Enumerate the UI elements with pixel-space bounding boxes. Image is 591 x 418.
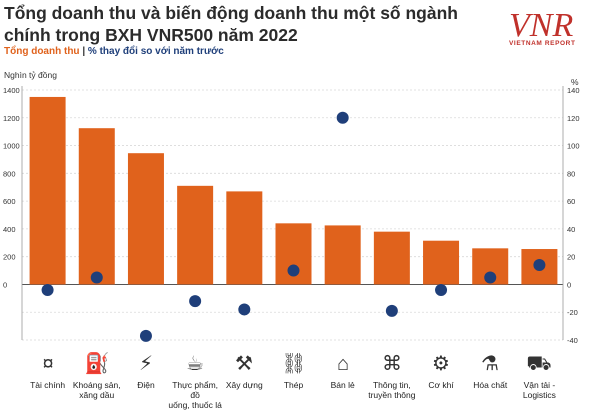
change-point-8 — [385, 304, 398, 317]
food-drink-icon: ☕ — [186, 353, 204, 375]
y-tick-label: 0 — [3, 280, 7, 289]
truck-icon: ⛟ — [527, 353, 552, 375]
bar-8 — [373, 231, 410, 285]
category-label: Logistics — [522, 390, 556, 400]
category-11: ⛟ Vận tải - Logistics — [511, 348, 567, 400]
oil-rig-icon: ⛽ — [84, 351, 109, 375]
change-point-10 — [484, 271, 497, 284]
bar-4 — [177, 185, 214, 285]
vnr-logo-icon: VNR — [509, 7, 573, 44]
category-label: Hóa chất — [473, 380, 508, 390]
y-tick-label: 1400 — [3, 86, 20, 95]
chart-subtitle: Tổng doanh thu | % thay đổi so với năm t… — [4, 46, 224, 57]
category-label: truyền thông — [368, 390, 416, 400]
change-point-9 — [435, 284, 448, 296]
y2-tick-label: -20 — [567, 308, 578, 317]
subtitle-separator: | — [82, 46, 86, 57]
category-9: ⚙ Cơ khí — [413, 348, 469, 390]
subtitle-revenue: Tổng doanh thu — [4, 46, 80, 57]
category-label: Thông tin, — [372, 380, 411, 390]
y2-tick-label: 0 — [567, 280, 571, 289]
y2-tick-label: 40 — [567, 225, 575, 234]
bar-9 — [423, 240, 460, 285]
category-label: Vận tải - — [523, 380, 556, 390]
y-tick-label: 200 — [3, 253, 16, 262]
subtitle-change: % thay đổi so với năm trước — [87, 46, 224, 57]
y2-axis-label: % — [571, 77, 579, 87]
svg-text:⚙: ⚙ — [432, 353, 450, 375]
steel-beam-icon: ⛓ — [281, 353, 306, 375]
gear-icon: ⚙ — [432, 353, 450, 375]
category-label: Thực phẩm, đồ — [172, 380, 219, 400]
y-tick-label: 600 — [3, 197, 16, 206]
category-7: ⌂ Bán lẻ — [315, 348, 371, 390]
y2-tick-label: -40 — [567, 336, 578, 345]
chart-title: Tổng doanh thu và biến động doanh thu mộ… — [4, 3, 458, 45]
category-label: Tài chính — [30, 380, 66, 390]
y2-tick-label: 60 — [567, 197, 575, 206]
svg-text:⛟: ⛟ — [527, 353, 552, 375]
change-point-3 — [139, 329, 152, 342]
bar-5 — [226, 191, 263, 285]
svg-text:⛓: ⛓ — [281, 353, 306, 375]
category-label: Xây dựng — [225, 380, 263, 390]
change-point-7 — [336, 111, 349, 124]
category-6: ⛓ Thép — [266, 348, 322, 390]
y-tick-label: 1200 — [3, 114, 20, 123]
logo-subtext: VIETNAM REPORT — [509, 40, 576, 47]
bar-1 — [29, 96, 66, 285]
y2-tick-label: 100 — [567, 142, 580, 151]
category-2: ⛽ Khoáng sản, xăng dầu — [69, 348, 125, 400]
svg-text:⚒: ⚒ — [235, 353, 253, 375]
category-3: ⚡ Điện — [118, 348, 174, 390]
y2-tick-label: 120 — [567, 114, 580, 123]
category-labels: ¤ Tài chính ⛽ Khoáng sản, xăng dầu ⚡ Điện ☕ Thực… — [0, 348, 591, 418]
category-label: xăng dầu — [79, 390, 115, 400]
y2-tick-label: 80 — [567, 169, 575, 178]
y2-tick-label: 140 — [567, 86, 580, 95]
change-point-5 — [238, 303, 251, 316]
category-label: Thép — [283, 380, 304, 390]
svg-text:⚗: ⚗ — [481, 353, 499, 375]
y2-tick-label: 20 — [567, 253, 575, 262]
shop-icon: ⌂ — [337, 353, 349, 375]
y-tick-label: 1000 — [3, 142, 20, 151]
category-label: Bán lẻ — [330, 380, 355, 390]
svg-text:¤: ¤ — [42, 353, 53, 375]
logo-text: VNR — [509, 7, 573, 44]
category-label: Điện — [137, 380, 155, 390]
bar-7 — [324, 225, 361, 285]
power-tower-icon: ⚡ — [139, 353, 153, 375]
svg-text:⌘: ⌘ — [382, 353, 402, 375]
svg-text:☕: ☕ — [186, 353, 204, 375]
category-label: uống, thuốc lá — [168, 400, 222, 410]
category-4: ☕ Thực phẩm, đồ uống, thuốc lá — [167, 348, 223, 410]
y-tick-label: 800 — [3, 169, 16, 178]
svg-text:⛽: ⛽ — [84, 351, 109, 375]
change-point-6 — [287, 264, 300, 277]
svg-text:⚡: ⚡ — [139, 353, 153, 375]
bar-2 — [78, 128, 115, 285]
change-point-2 — [90, 271, 103, 284]
change-point-4 — [189, 295, 202, 308]
category-1: ¤ Tài chính — [20, 348, 76, 390]
change-point-1 — [41, 284, 54, 296]
crane-icon: ⚒ — [235, 353, 253, 375]
money-icon: ¤ — [42, 353, 53, 375]
category-5: ⚒ Xây dựng — [216, 348, 272, 390]
category-label: Khoáng sản, — [72, 380, 121, 390]
change-point-11 — [533, 259, 546, 271]
y-axis-label: Nghìn tỷ đồng — [4, 70, 57, 80]
chemical-flask-icon: ⚗ — [481, 353, 499, 375]
svg-text:⌂: ⌂ — [337, 353, 349, 375]
network-icon: ⌘ — [382, 353, 402, 375]
category-10: ⚗ Hóa chất — [462, 348, 518, 390]
y-tick-label: 400 — [3, 225, 16, 234]
category-8: ⌘ Thông tin, truyền thông — [364, 348, 420, 400]
category-label: Cơ khí — [428, 380, 454, 390]
bar-3 — [127, 153, 164, 285]
